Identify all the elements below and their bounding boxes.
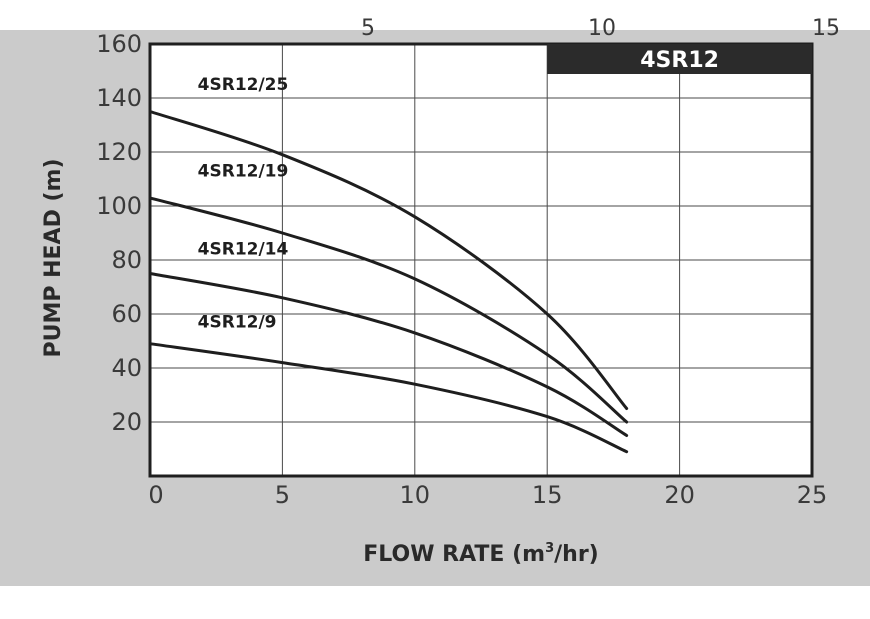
series-label: 4SR12/19: [198, 161, 289, 181]
y-axis-title: PUMP HEAD (m): [41, 158, 66, 357]
top-fragment-label: 10: [588, 16, 616, 41]
x-axis-title-main: FLOW RATE (m: [363, 542, 545, 567]
performance-curves: [148, 110, 629, 454]
chart-title: 4SR12: [640, 48, 719, 73]
top-fragment-label: 5: [361, 16, 375, 41]
series-line: [148, 342, 629, 454]
y-tick-label: 20: [111, 408, 142, 436]
series-label: 4SR12/25: [198, 75, 289, 95]
x-axis-title: FLOW RATE (m3/hr): [363, 541, 598, 567]
x-axis-title-superscript: 3: [545, 541, 554, 556]
x-tick-label: 15: [532, 481, 563, 509]
series-line: [148, 196, 629, 424]
series-line: [148, 110, 629, 410]
curve-labels: 4SR12/25 4SR12/19 4SR12/14 4SR12/9: [198, 75, 289, 333]
x-tick-label: 10: [400, 481, 431, 509]
y-tick-label: 120: [96, 138, 142, 166]
title-badge-box: [547, 44, 812, 74]
x-tick-label: 25: [797, 481, 828, 509]
top-fragments: 5 10 15: [361, 16, 840, 41]
top-fragment-label: 15: [812, 16, 840, 41]
x-axis-ticks: 0 5 10 15 20 25: [148, 481, 827, 509]
y-tick-label: 140: [96, 84, 142, 112]
x-tick-label: 20: [664, 481, 695, 509]
y-tick-label: 100: [96, 192, 142, 220]
y-tick-label: 60: [111, 300, 142, 328]
y-tick-label: 160: [96, 30, 142, 58]
title-badge: 4SR12: [547, 44, 812, 74]
series-label: 4SR12/9: [198, 313, 277, 333]
y-tick-label: 40: [111, 354, 142, 382]
x-tick-label: 5: [275, 481, 290, 509]
y-axis-ticks: 20 40 60 80 100 120 140 160: [96, 30, 142, 436]
x-axis-title-tail: /hr): [554, 542, 599, 567]
series-line: [148, 272, 629, 437]
x-tick-label: 0: [148, 481, 163, 509]
y-tick-label: 80: [111, 246, 142, 274]
plot-frame: [148, 42, 814, 478]
series-label: 4SR12/14: [198, 240, 289, 260]
